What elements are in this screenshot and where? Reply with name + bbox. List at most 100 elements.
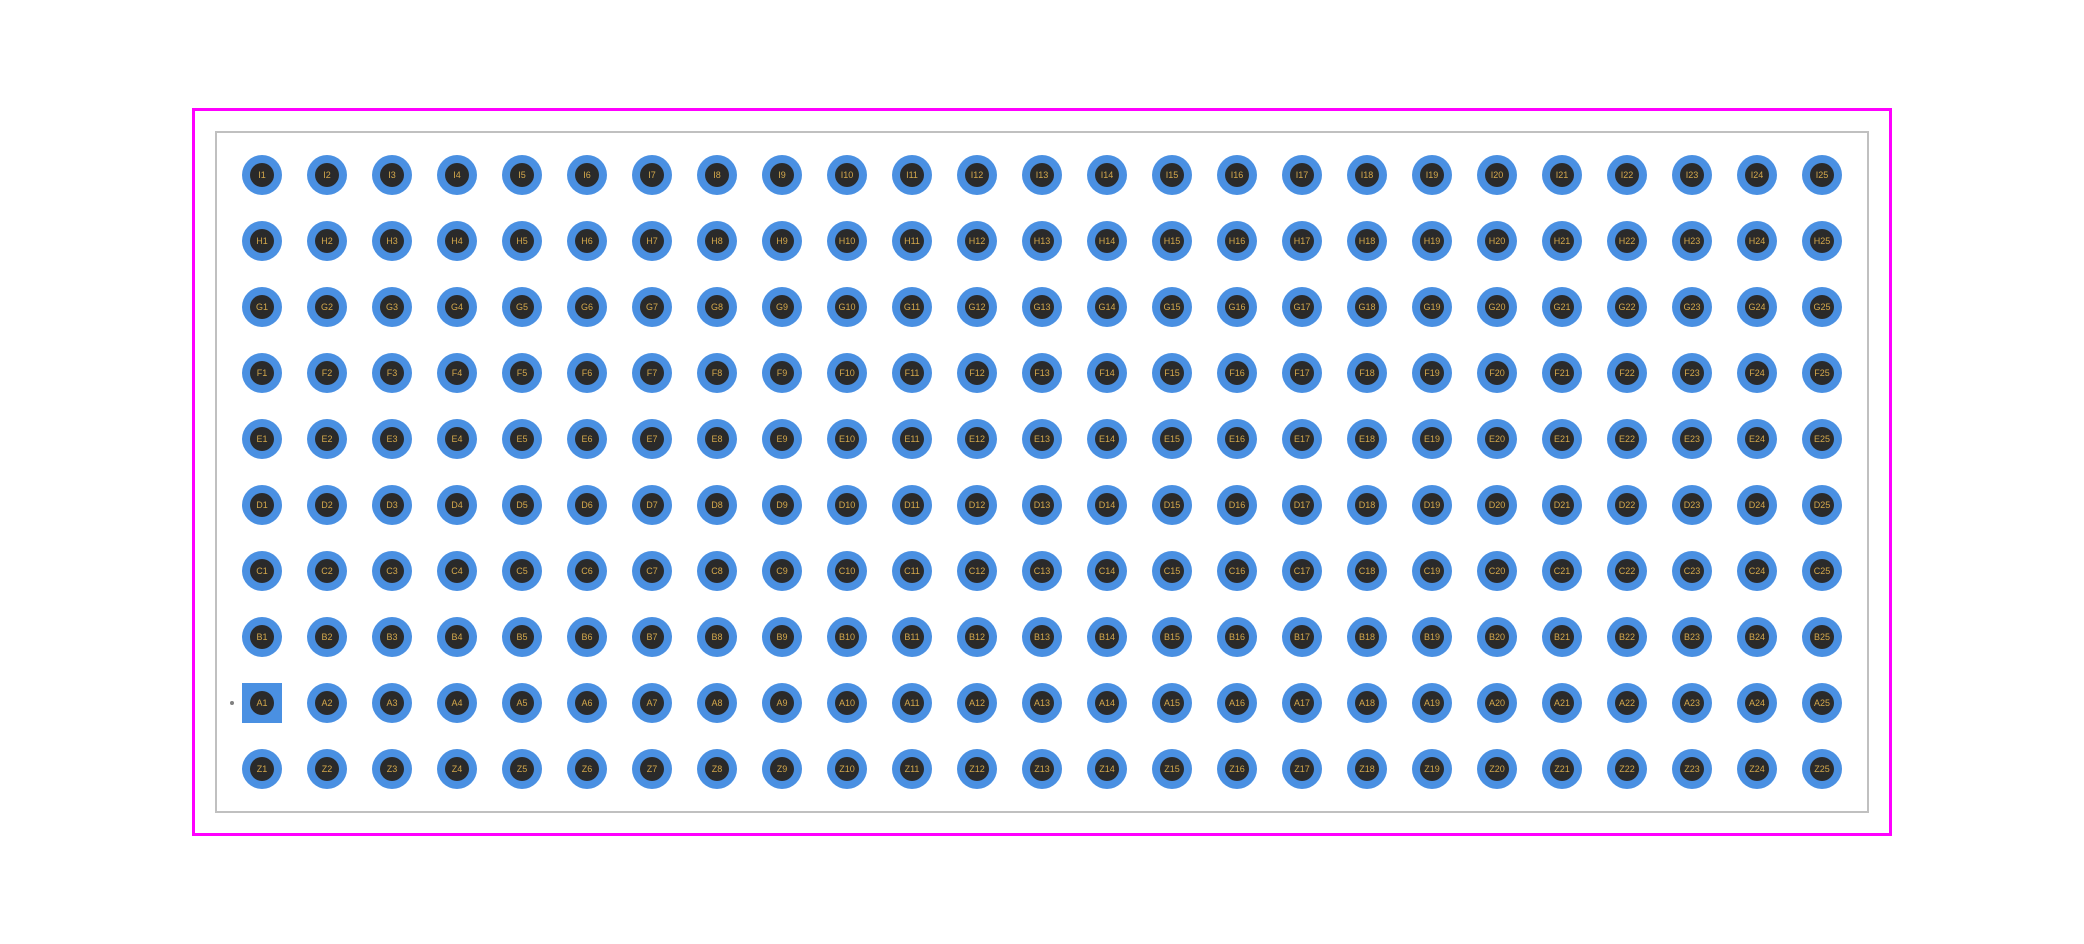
pad-label: H5 — [516, 236, 528, 246]
pad-label: C7 — [646, 566, 658, 576]
pad-F6: F6 — [567, 353, 607, 393]
pad-label: A20 — [1489, 698, 1505, 708]
pad-label: E14 — [1099, 434, 1115, 444]
pad-label: F18 — [1359, 368, 1375, 378]
pad-I6: I6 — [567, 155, 607, 195]
pad-label: A8 — [711, 698, 722, 708]
pad-C13: C13 — [1022, 551, 1062, 591]
pad-hole: D17 — [1290, 493, 1314, 517]
pad-E23: E23 — [1672, 419, 1712, 459]
pad-I17: I17 — [1282, 155, 1322, 195]
pad-hole: B17 — [1290, 625, 1314, 649]
pad-hole: H1 — [250, 229, 274, 253]
pad-label: G5 — [516, 302, 528, 312]
pad-label: G12 — [968, 302, 985, 312]
pad-label: F1 — [257, 368, 268, 378]
pad-H15: H15 — [1152, 221, 1192, 261]
pad-A10: A10 — [827, 683, 867, 723]
pad-label: Z16 — [1229, 764, 1245, 774]
pad-G3: G3 — [372, 287, 412, 327]
pad-hole: H24 — [1745, 229, 1769, 253]
pad-E17: E17 — [1282, 419, 1322, 459]
pad-hole: G6 — [575, 295, 599, 319]
pad-A24: A24 — [1737, 683, 1777, 723]
pad-hole: D3 — [380, 493, 404, 517]
pad-label: I19 — [1426, 170, 1439, 180]
pad-E7: E7 — [632, 419, 672, 459]
pad-hole: B25 — [1810, 625, 1834, 649]
pad-Z17: Z17 — [1282, 749, 1322, 789]
pad-I10: I10 — [827, 155, 867, 195]
pad-Z3: Z3 — [372, 749, 412, 789]
pad-H11: H11 — [892, 221, 932, 261]
pad-label: G13 — [1033, 302, 1050, 312]
pad-hole: B21 — [1550, 625, 1574, 649]
pad-H13: H13 — [1022, 221, 1062, 261]
pad-E3: E3 — [372, 419, 412, 459]
pad-H18: H18 — [1347, 221, 1387, 261]
pad-I16: I16 — [1217, 155, 1257, 195]
pad-I2: I2 — [307, 155, 347, 195]
pad-hole: D12 — [965, 493, 989, 517]
pad-G22: G22 — [1607, 287, 1647, 327]
pad-hole: Z1 — [250, 757, 274, 781]
pad-label: Z1 — [257, 764, 268, 774]
pad-hole: A24 — [1745, 691, 1769, 715]
pad-label: C11 — [904, 566, 920, 576]
pad-hole: B3 — [380, 625, 404, 649]
pad-hole: G23 — [1680, 295, 1704, 319]
pad-hole: I24 — [1745, 163, 1769, 187]
pad-label: A2 — [321, 698, 332, 708]
pad-label: F10 — [839, 368, 855, 378]
pad-Z22: Z22 — [1607, 749, 1647, 789]
pad-label: C4 — [451, 566, 463, 576]
pad-label: D25 — [1814, 500, 1831, 510]
pad-hole: B15 — [1160, 625, 1184, 649]
pad-hole: D1 — [250, 493, 274, 517]
pad-label: C8 — [711, 566, 723, 576]
pad-Z7: Z7 — [632, 749, 672, 789]
pad-B23: B23 — [1672, 617, 1712, 657]
pad-label: B13 — [1034, 632, 1050, 642]
pad-label: D5 — [516, 500, 528, 510]
pad-F17: F17 — [1282, 353, 1322, 393]
pad-label: I15 — [1166, 170, 1179, 180]
pad-label: F11 — [905, 368, 920, 378]
pad-label: A7 — [646, 698, 657, 708]
pad-hole: I18 — [1355, 163, 1379, 187]
pad-hole: F6 — [575, 361, 599, 385]
pad-B16: B16 — [1217, 617, 1257, 657]
pad-hole: H15 — [1160, 229, 1184, 253]
pad-Z11: Z11 — [892, 749, 932, 789]
pad-hole: H12 — [965, 229, 989, 253]
pad-E16: E16 — [1217, 419, 1257, 459]
pad-B18: B18 — [1347, 617, 1387, 657]
pad-Z23: Z23 — [1672, 749, 1712, 789]
pad-hole: D2 — [315, 493, 339, 517]
pad-label: Z21 — [1554, 764, 1570, 774]
pad-hole: E10 — [835, 427, 859, 451]
pad-hole: G3 — [380, 295, 404, 319]
pad-hole: F22 — [1615, 361, 1639, 385]
pad-C10: C10 — [827, 551, 867, 591]
pad-hole: A23 — [1680, 691, 1704, 715]
pad-label: F16 — [1229, 368, 1245, 378]
pad-label: G17 — [1293, 302, 1310, 312]
pad-hole: F12 — [965, 361, 989, 385]
pad-D16: D16 — [1217, 485, 1257, 525]
pad-label: G1 — [256, 302, 268, 312]
pad-hole: I2 — [315, 163, 339, 187]
pad-label: E11 — [904, 434, 919, 444]
pad-B1: B1 — [242, 617, 282, 657]
pad-hole: F8 — [705, 361, 729, 385]
pad-label: B18 — [1359, 632, 1375, 642]
pad-hole: C21 — [1550, 559, 1574, 583]
pad-D19: D19 — [1412, 485, 1452, 525]
pad-hole: I1 — [250, 163, 274, 187]
pad-hole: G21 — [1550, 295, 1574, 319]
pad-C25: C25 — [1802, 551, 1842, 591]
pad-D6: D6 — [567, 485, 607, 525]
pad-label: E24 — [1749, 434, 1765, 444]
pad-A9: A9 — [762, 683, 802, 723]
pad-label: H15 — [1164, 236, 1181, 246]
